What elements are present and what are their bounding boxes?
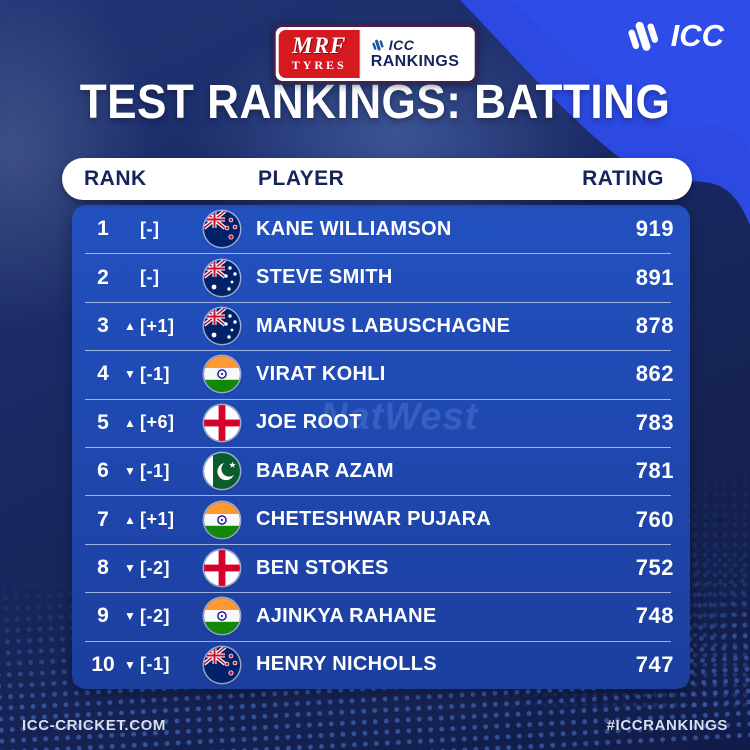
tyres-logo-text: TYRES (291, 58, 347, 72)
table-row: 4 ▼ [-1] VIRAT KOHLI 862 (72, 350, 690, 398)
flag-icon-nz (204, 211, 240, 248)
movement-value: [-1] (140, 363, 170, 384)
player-name: STEVE SMITH (256, 266, 393, 289)
rank-number: 8 (97, 556, 109, 580)
flag-icon-ind (204, 598, 240, 635)
icc-rankings-logo: ICC RANKINGS (359, 30, 472, 78)
icc-globe-icon-small (372, 39, 384, 51)
flag-icon-nz (204, 646, 240, 683)
rank-number: 10 (91, 652, 115, 676)
rank-number: 3 (97, 314, 109, 338)
movement-value: [-] (140, 267, 160, 288)
player-name: JOE ROOT (256, 411, 362, 434)
flag-icon-pak (204, 453, 240, 490)
rankings-table: 1 [-] KANE WILLIAMSON 919 2 [-] STEVE SM… (72, 205, 690, 689)
rank-number: 6 (97, 459, 109, 483)
player-name: BABAR AZAM (256, 459, 394, 482)
movement-value: [+1] (140, 315, 175, 336)
mrf-logo-text: MRF (292, 33, 347, 58)
rank-number: 2 (97, 265, 109, 289)
table-row: 2 [-] STEVE SMITH 891 (72, 253, 690, 301)
movement-down-arrow-icon: ▼ (124, 464, 136, 479)
rating-value: 878 (635, 313, 674, 339)
movement-value: [-] (140, 218, 160, 239)
rating-value: 919 (635, 216, 674, 242)
sponsor-badge: MRF TYRES ICC RANKINGS (272, 24, 478, 84)
rating-value: 891 (635, 264, 674, 290)
icc-globe-icon (628, 21, 658, 51)
movement-value: [-2] (140, 605, 170, 626)
movement-down-arrow-icon: ▼ (124, 561, 136, 576)
table-row: 9 ▼ [-2] AJINKYA RAHANE 748 (72, 592, 690, 640)
movement-up-arrow-icon: ▲ (124, 415, 136, 430)
icc-logo-text: ICC (670, 18, 724, 53)
movement-value: [-2] (140, 557, 170, 578)
flag-icon-eng (204, 550, 240, 587)
table-row: 1 [-] KANE WILLIAMSON 919 (72, 205, 690, 253)
movement-value: [+1] (140, 509, 175, 530)
rank-number: 1 (97, 217, 109, 241)
footer-hashtag: #ICCRANKINGS (606, 717, 728, 734)
movement-down-arrow-icon: ▼ (124, 367, 136, 382)
rating-value: 752 (635, 555, 674, 581)
flag-icon-aus (204, 308, 240, 345)
table-row: 7 ▲ [+1] CHETESHWAR PUJARA 760 (72, 495, 690, 543)
movement-down-arrow-icon: ▼ (124, 609, 136, 624)
rank-number: 9 (97, 604, 109, 628)
rating-value: 760 (635, 506, 674, 532)
flag-icon-eng (204, 404, 240, 441)
rating-value: 747 (635, 651, 674, 677)
column-header-player: PLAYER (258, 167, 345, 190)
flag-icon-ind (204, 356, 240, 393)
icc-logo: ICC (624, 18, 724, 54)
movement-value: [-1] (140, 654, 170, 675)
player-name: AJINKYA RAHANE (256, 604, 437, 627)
icc-label: ICC (388, 37, 415, 54)
movement-up-arrow-icon: ▲ (124, 319, 136, 334)
rating-value: 862 (635, 361, 674, 387)
table-row: 10 ▼ [-1] HENRY NICHOLLS 747 (72, 640, 690, 689)
player-name: KANE WILLIAMSON (256, 217, 452, 240)
flag-icon-aus (204, 259, 240, 296)
rating-value: 748 (635, 603, 674, 629)
rank-number: 4 (97, 362, 109, 386)
table-row: 8 ▼ [-2] BEN STOKES 752 (72, 543, 690, 592)
movement-down-arrow-icon: ▼ (124, 657, 136, 672)
player-name: CHETESHWAR PUJARA (256, 508, 492, 531)
footer-website: ICC-CRICKET.COM (22, 717, 166, 734)
rating-value: 783 (635, 409, 674, 435)
movement-value: [-1] (140, 460, 170, 481)
table-row: 5 ▲ [+6] JOE ROOT 783 (72, 398, 690, 447)
column-header-rank: RANK (84, 167, 147, 190)
mrf-tyres-logo: MRF TYRES (278, 30, 360, 78)
player-name: MARNUS LABUSCHAGNE (256, 314, 511, 337)
movement-value: [+6] (140, 412, 175, 433)
player-name: VIRAT KOHLI (256, 362, 386, 385)
flag-icon-ind (204, 501, 240, 538)
table-column-header: RANK PLAYER RATING (62, 158, 692, 200)
rank-number: 5 (97, 410, 109, 434)
player-name: BEN STOKES (256, 556, 389, 579)
movement-up-arrow-icon: ▲ (124, 512, 136, 527)
footer: ICC-CRICKET.COM #ICCRANKINGS (22, 717, 728, 734)
table-row: 3 ▲ [+1] MARNUS LABUSCHAGNE 878 (72, 301, 690, 350)
table-row: 6 ▼ [-1] BABAR AZAM 781 (72, 447, 690, 495)
column-header-rating: RATING (582, 167, 664, 190)
rank-number: 7 (97, 507, 109, 531)
rankings-label: RANKINGS (370, 53, 460, 71)
rating-value: 781 (635, 458, 674, 484)
player-name: HENRY NICHOLLS (256, 653, 437, 676)
